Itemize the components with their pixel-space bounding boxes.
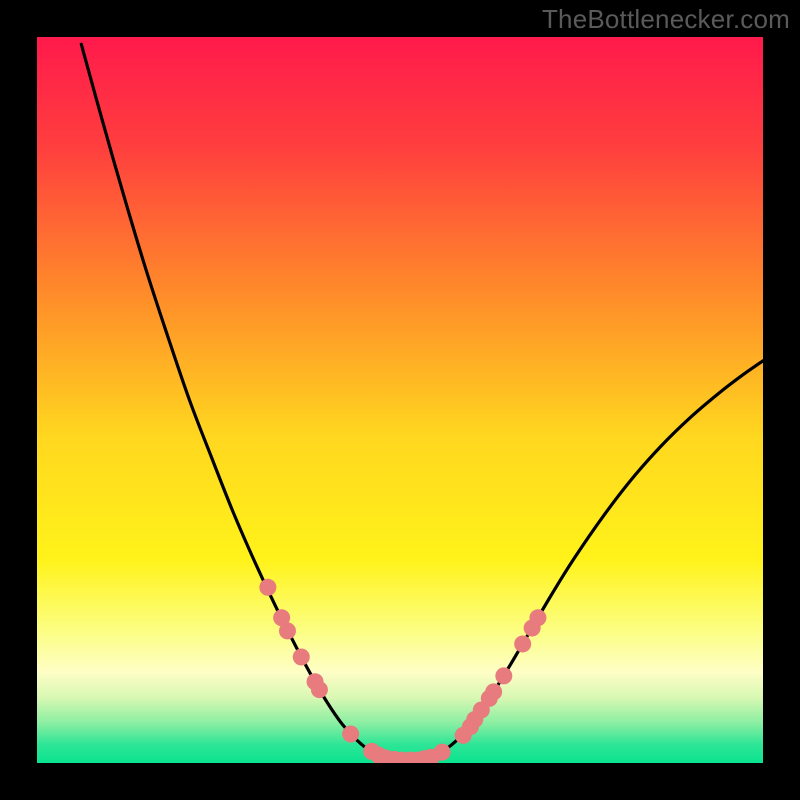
data-marker bbox=[259, 579, 276, 596]
data-marker bbox=[514, 635, 531, 652]
data-marker bbox=[293, 649, 310, 666]
data-marker bbox=[529, 609, 546, 626]
chart-stage: TheBottlenecker.com bbox=[0, 0, 800, 800]
gradient-background bbox=[37, 37, 763, 763]
data-marker bbox=[485, 683, 502, 700]
data-marker bbox=[311, 681, 328, 698]
data-marker bbox=[342, 725, 359, 742]
watermark-text: TheBottlenecker.com bbox=[542, 4, 790, 35]
data-marker bbox=[279, 622, 296, 639]
bottleneck-chart bbox=[0, 0, 800, 800]
data-marker bbox=[495, 667, 512, 684]
plot-area bbox=[37, 37, 763, 769]
data-marker bbox=[434, 744, 451, 761]
